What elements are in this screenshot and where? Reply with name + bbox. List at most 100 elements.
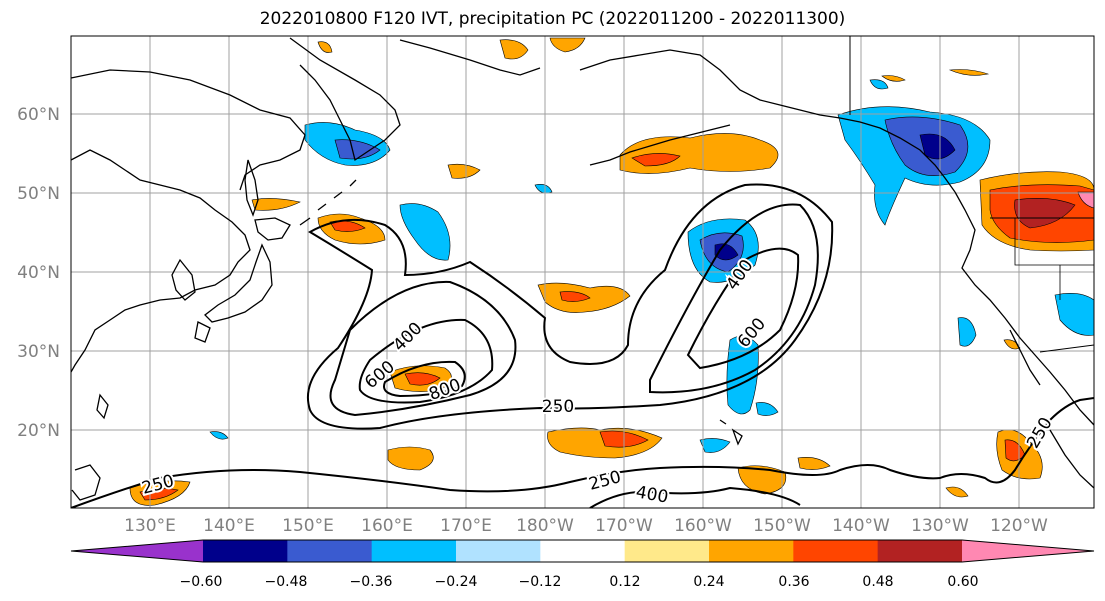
coastline-hawaii: [719, 419, 743, 446]
precip-positive-region: [1003, 339, 1021, 350]
colorbar-tick-label: 0.36: [778, 574, 809, 590]
colorbar-tick-label: 0.12: [609, 574, 640, 590]
coastline-kyushu: [194, 321, 211, 343]
precip-positive-region: [251, 198, 301, 211]
lon-label: 180°W: [516, 516, 574, 536]
map-border: [70, 35, 1095, 509]
colorbar-tick-label: −0.48: [265, 574, 308, 590]
precip-negative-region: [399, 203, 451, 261]
precip-positive-region: [797, 457, 831, 470]
ivt-contour-600-east: [686, 247, 800, 370]
coastline-korea: [171, 258, 196, 301]
ivt-contour-400-west: [329, 280, 517, 417]
colorbar: [70, 539, 1095, 563]
lon-label: 170°E: [440, 516, 492, 536]
colorbar-tick-label: −0.12: [519, 574, 562, 590]
precip-negative-region: [1054, 293, 1094, 336]
precip-positive-region: [1077, 191, 1094, 209]
lon-label: 130°W: [911, 516, 969, 536]
precip-negative-region: [869, 79, 889, 90]
lon-label: 140°E: [203, 516, 255, 536]
precip-negative-region: [534, 184, 553, 194]
precip-positive-region: [447, 163, 481, 179]
coastline-alaska: [579, 49, 956, 193]
precip-negative-region: [755, 402, 779, 416]
lon-label: 160°W: [674, 516, 732, 536]
lon-label: 120°W: [990, 516, 1048, 536]
coastline-asia: [71, 149, 251, 373]
ivt-contours: [71, 183, 1094, 508]
precip-positive-region: [1014, 198, 1076, 229]
precip-positive-region: [948, 69, 990, 76]
ivt-contour-400-south: [589, 486, 801, 508]
ivt-contour-600-west: [358, 318, 494, 404]
coastline-north-america: [954, 191, 1094, 426]
colorbar-segment: [709, 540, 794, 562]
coastline-sakhalin: [244, 159, 259, 217]
colorbar-tick-label: 0.60: [947, 574, 978, 590]
coastline-kamchatka: [289, 37, 401, 162]
map-title: 2022010800 F120 IVT, precipitation PC (2…: [259, 9, 846, 29]
colorbar-segment: [877, 540, 963, 562]
lat-label: 60°N: [17, 105, 60, 125]
colorbar-segment: [540, 540, 626, 562]
coastline-siberia-north: [399, 39, 541, 76]
lon-label: 150°E: [282, 516, 334, 536]
coastline-honshu: [204, 243, 273, 323]
coastline-kurils: [299, 179, 357, 226]
coastline-mexico: [1049, 429, 1094, 489]
precip-negative-region: [699, 438, 731, 453]
colorbar-tick-label: 0.24: [693, 574, 724, 590]
precip-positive-region: [549, 37, 586, 53]
colorbar-extend-min: [71, 540, 203, 562]
colorbar-segment: [371, 540, 457, 562]
precip-positive-region: [317, 41, 333, 53]
colorbar-tick-label: −0.24: [435, 574, 478, 590]
precip-negative-region: [919, 133, 956, 160]
precip-positive-region: [404, 372, 441, 386]
precip-negative-region: [726, 335, 759, 415]
precip-positive-region: [631, 153, 681, 167]
colorbar-tick-label: −0.60: [180, 574, 223, 590]
coastline-taiwan: [96, 393, 109, 420]
coastline-hokkaido: [254, 217, 291, 241]
colorbar-tick-label: −0.36: [350, 574, 393, 590]
colorbar-segment: [203, 540, 288, 562]
precip-positive-region: [881, 75, 906, 82]
lon-label: 170°W: [595, 516, 653, 536]
precip-positive-region: [945, 486, 969, 498]
ivt-contour-800-west: [383, 360, 466, 398]
colorbar-extend-max: [962, 540, 1094, 562]
contour-label: 250: [542, 397, 574, 417]
border-states: [1014, 218, 1094, 300]
lon-label: 140°W: [832, 516, 890, 536]
precip-positive-region: [387, 446, 434, 471]
colorbar-segment: [624, 540, 710, 562]
ivt-contour-400-east: [649, 203, 819, 394]
lon-label: 150°W: [753, 516, 811, 536]
colorbar-tick-label: 0.48: [862, 574, 893, 590]
coastline-philippines: [71, 464, 101, 501]
ivt-contour-250-west: [306, 183, 834, 430]
precip-positive-region: [559, 291, 591, 302]
coastline-okhotsk: [71, 69, 306, 191]
lat-label: 30°N: [17, 342, 60, 362]
precip-positive-region: [499, 39, 529, 60]
lat-label: 50°N: [17, 184, 60, 204]
lat-label: 40°N: [17, 263, 60, 283]
colorbar-outline: [70, 539, 1095, 563]
border-us-mexico: [1039, 344, 1094, 353]
colorbar-tick-labels: −0.60 −0.48 −0.36 −0.24 −0.12 0.12 0.24 …: [180, 574, 979, 590]
colorbar-segment: [287, 540, 373, 562]
colorbar-segment: [456, 540, 541, 562]
colorbar-segment: [793, 540, 879, 562]
precip-negative-region: [957, 317, 977, 347]
longitude-labels: 130°E 140°E 150°E 160°E 170°E 180°W 170°…: [124, 516, 1048, 536]
graticule: [71, 36, 1094, 508]
lon-label: 130°E: [124, 516, 176, 536]
latitude-labels: 60°N 50°N 40°N 30°N 20°N: [17, 105, 60, 441]
precip-negative-region: [209, 431, 229, 440]
lat-label: 20°N: [17, 421, 60, 441]
coastline-baja: [1009, 329, 1041, 386]
